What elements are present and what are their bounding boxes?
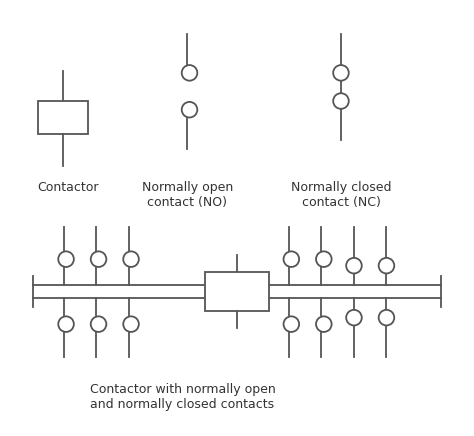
Bar bbox=[38, 101, 88, 133]
Circle shape bbox=[182, 102, 197, 117]
Text: Normally open
contact (NO): Normally open contact (NO) bbox=[142, 181, 233, 209]
Circle shape bbox=[333, 65, 349, 81]
Circle shape bbox=[333, 93, 349, 109]
Circle shape bbox=[283, 252, 299, 267]
Circle shape bbox=[58, 252, 74, 267]
Circle shape bbox=[182, 65, 197, 81]
Text: Contactor with normally open
and normally closed contacts: Contactor with normally open and normall… bbox=[90, 383, 275, 411]
Circle shape bbox=[316, 317, 332, 332]
Circle shape bbox=[58, 317, 74, 332]
Bar bbox=[204, 272, 270, 311]
Circle shape bbox=[283, 317, 299, 332]
Text: Contactor: Contactor bbox=[38, 181, 99, 194]
Circle shape bbox=[123, 252, 139, 267]
Circle shape bbox=[91, 252, 106, 267]
Circle shape bbox=[316, 252, 332, 267]
Text: Normally closed
contact (NC): Normally closed contact (NC) bbox=[291, 181, 391, 209]
Circle shape bbox=[346, 258, 362, 273]
Circle shape bbox=[379, 258, 394, 273]
Circle shape bbox=[91, 317, 106, 332]
Circle shape bbox=[123, 317, 139, 332]
Circle shape bbox=[379, 310, 394, 325]
Circle shape bbox=[346, 310, 362, 325]
